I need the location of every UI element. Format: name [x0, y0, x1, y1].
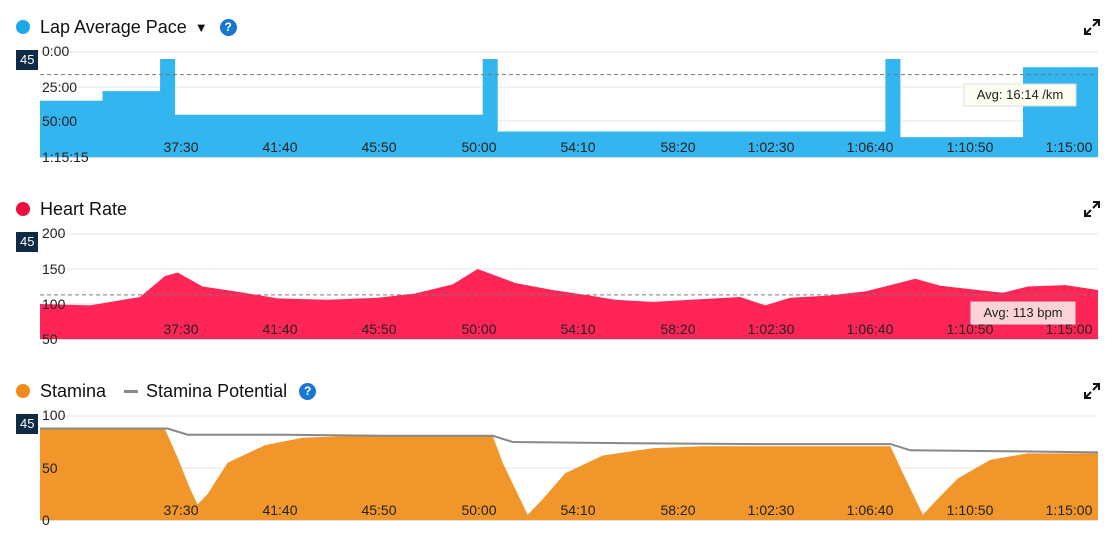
hr-cursor-label: 45	[16, 232, 39, 252]
pace-header: Lap Average Pace ▼ ?	[16, 14, 237, 40]
stamina-panel: Stamina Stamina Potential ?	[0, 378, 1115, 538]
hr-avg-box	[970, 301, 1076, 325]
hr-y-tick-label: 100	[42, 296, 66, 312]
pace-cursor-label: 45	[16, 50, 39, 70]
hr-x-tick-label: 58:20	[660, 321, 695, 337]
hr-avg-label: Avg: 113 bpm	[983, 305, 1062, 320]
stamina-x-tick-label: 54:10	[560, 502, 595, 518]
hr-x-tick-label: 1:06:40	[847, 321, 894, 337]
hr-panel: Heart Rate	[0, 196, 1115, 356]
pace-panel: Lap Average Pace ▼ ?	[0, 14, 1115, 174]
stamina-potential-legend-line	[124, 389, 139, 393]
stamina-y-tick-label: 0	[42, 512, 50, 528]
hr-x-tick-label: 1:10:50	[947, 321, 994, 337]
expand-icon[interactable]	[1083, 18, 1101, 36]
hr-legend-dot	[16, 202, 30, 216]
hr-x-tick-label: 50:00	[461, 321, 496, 337]
hr-x-tick-label: 1:15:00	[1046, 321, 1093, 337]
hr-x-tick-label: 54:10	[560, 321, 595, 337]
pace-x-tick-label: 1:15:00	[1046, 139, 1093, 155]
hr-x-tick-label: 41:40	[262, 321, 297, 337]
hr-y-tick-label: 150	[42, 261, 66, 277]
help-icon[interactable]: ?	[299, 382, 317, 400]
stamina-x-tick-label: 1:02:30	[748, 502, 795, 518]
stamina-cursor-label: 45	[16, 414, 39, 434]
stamina-x-tick-label: 50:00	[461, 502, 496, 518]
pace-x-tick-label: 58:20	[660, 139, 695, 155]
pace-series-area-0	[40, 59, 1098, 157]
pace-x-tick-label: 1:06:40	[847, 139, 894, 155]
hr-x-tick-label: 45:50	[361, 321, 396, 337]
hr-x-tick-label: 1:02:30	[748, 321, 795, 337]
expand-icon[interactable]	[1083, 200, 1101, 218]
pace-x-tick-label: 54:10	[560, 139, 595, 155]
chevron-down-icon[interactable]: ▼	[194, 19, 208, 35]
stamina-x-tick-label: 37:30	[163, 502, 198, 518]
pace-y-tick-label: 0:00	[42, 43, 69, 59]
hr-series-area-0	[40, 269, 1098, 339]
stamina-y-tick-label: 100	[42, 407, 66, 423]
pace-x-tick-label: 37:30	[163, 139, 198, 155]
stamina-potential-legend-label[interactable]: Stamina Potential	[146, 380, 288, 401]
stamina-legend-label[interactable]: Stamina	[40, 380, 107, 401]
pace-y-tick-label: 1:15:15	[42, 149, 89, 165]
pace-x-tick-label: 45:50	[361, 139, 396, 155]
stamina-y-tick-label: 50	[42, 460, 58, 476]
pace-title[interactable]: Lap Average Pace	[40, 16, 187, 37]
pace-x-tick-label: 1:10:50	[947, 139, 994, 155]
stamina-series-area-0	[40, 428, 1098, 520]
stamina-header: Stamina Stamina Potential ?	[16, 378, 317, 404]
pace-x-tick-label: 1:02:30	[748, 139, 795, 155]
stamina-x-tick-label: 45:50	[361, 502, 396, 518]
stamina-x-tick-label: 41:40	[262, 502, 297, 518]
pace-x-tick-label: 41:40	[262, 139, 297, 155]
pace-y-tick-label: 50:00	[42, 113, 77, 129]
hr-x-tick-label: 37:30	[163, 321, 198, 337]
expand-icon[interactable]	[1083, 382, 1101, 400]
stamina-legend-dot	[16, 384, 30, 398]
hr-y-tick-label: 50	[42, 331, 58, 347]
stamina-x-tick-label: 1:15:00	[1046, 502, 1093, 518]
pace-x-tick-label: 50:00	[461, 139, 496, 155]
help-icon[interactable]: ?	[219, 18, 237, 36]
stamina-x-tick-label: 1:10:50	[947, 502, 994, 518]
pace-avg-label: Avg: 16:14 /km	[977, 87, 1063, 102]
pace-avg-box	[963, 83, 1077, 107]
hr-header: Heart Rate	[16, 196, 127, 222]
hr-title[interactable]: Heart Rate	[40, 198, 128, 219]
hr-y-tick-label: 200	[42, 225, 66, 241]
pace-y-tick-label: 25:00	[42, 79, 77, 95]
stamina-series-line-1	[40, 427, 1099, 454]
stamina-x-tick-label: 58:20	[660, 502, 695, 518]
pace-legend-dot	[16, 20, 30, 34]
stamina-x-tick-label: 1:06:40	[847, 502, 894, 518]
